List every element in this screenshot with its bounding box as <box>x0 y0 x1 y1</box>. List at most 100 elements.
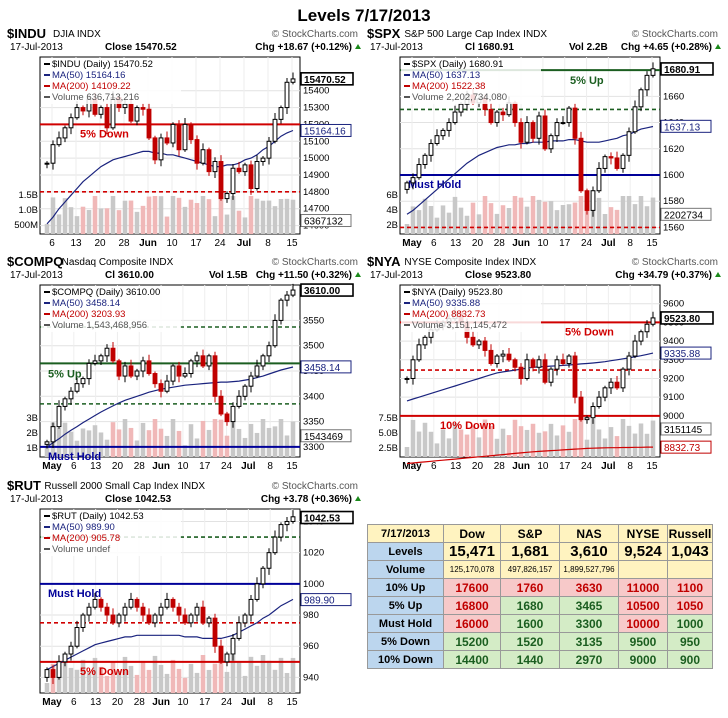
volume-bar <box>494 438 500 457</box>
candle-body <box>140 360 146 372</box>
chart-watermark: © StockCharts.com <box>632 29 718 40</box>
candle-body <box>182 614 188 624</box>
candle-body <box>224 653 230 663</box>
candle-body <box>290 78 296 83</box>
volume-bar <box>518 426 524 457</box>
volume-bar <box>74 440 80 457</box>
volume-bar <box>638 423 644 457</box>
candle-body <box>74 383 80 392</box>
candle-body <box>260 567 266 585</box>
volume-bar <box>578 196 584 234</box>
volume-bar <box>290 421 296 457</box>
candle-body <box>410 359 416 379</box>
table-cell: 3,610 <box>559 542 619 561</box>
price-tag-label: 989.90 <box>304 596 335 607</box>
volume-bar <box>602 214 608 234</box>
x-tick-label: 15 <box>646 238 658 249</box>
table-header-spx: S&P <box>500 524 560 543</box>
x-tick-label: 6 <box>71 697 77 708</box>
legend-entry: $RUT (Daily) 1042.53 <box>52 511 144 522</box>
volume-bar <box>482 196 488 234</box>
volume-bar <box>92 196 98 234</box>
chart-name: DJIA INDX <box>53 29 101 40</box>
candle-body <box>158 137 164 161</box>
table-cell: 125,170,078 <box>443 560 501 579</box>
volume-bar <box>206 669 212 693</box>
volume-bar <box>122 419 128 457</box>
page-title: Levels 7/17/2013 <box>297 6 431 25</box>
table-row-must-hold: Must Hold 16000 1600 3300 10000 1000 <box>367 614 713 633</box>
volume-bar <box>458 207 464 234</box>
volume-bar <box>470 202 476 234</box>
volume-bar <box>482 419 488 457</box>
candle-body <box>650 68 656 76</box>
volume-bar <box>56 214 62 234</box>
candle-body <box>578 396 584 421</box>
volume-bar <box>416 210 422 234</box>
volume-bar <box>218 196 224 234</box>
candle-body <box>440 129 446 137</box>
volume-bar <box>200 420 206 457</box>
volume-bar <box>62 658 68 693</box>
candle-body <box>188 614 194 624</box>
price-tag: 3151145 <box>660 422 712 436</box>
price-tag-box <box>300 360 352 374</box>
table-cell: 10000 <box>618 614 668 633</box>
volume-bar <box>452 196 458 234</box>
legend-entry: MA(50) 1637.13 <box>412 70 480 81</box>
x-tick-label: 15 <box>286 697 298 708</box>
table-cell: 9,524 <box>618 542 668 561</box>
volume-bar <box>56 667 62 693</box>
candle-body <box>200 606 206 624</box>
x-tick-label: 8 <box>265 238 271 249</box>
volume-bar <box>152 419 158 457</box>
chart-svg: $NYA NYSE Composite Index INDX © StockChar… <box>367 255 722 475</box>
candle-body <box>254 583 260 600</box>
x-tick-label: 15 <box>286 461 298 472</box>
volume-bar <box>584 204 590 234</box>
price-tag-label: 9335.88 <box>664 349 701 360</box>
legend-entry: $COMPQ (Daily) 3610.00 <box>52 287 160 298</box>
x-tick-label: Jul <box>237 238 252 249</box>
price-tag: 989.90 <box>300 593 352 607</box>
candle-body <box>644 323 650 333</box>
volume-bar <box>176 430 182 457</box>
table-header-russell: Russell <box>667 524 713 543</box>
volume-bar <box>158 196 164 234</box>
volume-bar <box>536 432 542 457</box>
volume-bar <box>86 210 92 234</box>
candle-body <box>176 606 182 616</box>
volume-bar <box>116 429 122 457</box>
volume-bar <box>434 217 440 234</box>
x-tick-label: 13 <box>450 461 462 472</box>
candle-body <box>212 161 218 173</box>
legend-background <box>41 510 181 556</box>
volume-bar <box>254 432 260 457</box>
row-label: 5% Down <box>367 632 444 651</box>
chart-svg: $RUT Russell 2000 Small Cap Index INDX © S… <box>7 479 362 711</box>
candle-body <box>284 520 290 526</box>
volume-bar <box>74 669 80 693</box>
candle-body <box>554 359 560 370</box>
volume-bar <box>620 419 626 457</box>
volume-tick-label: 2B <box>26 428 38 439</box>
y-tick-label: 15100 <box>303 136 329 147</box>
candle-body <box>188 360 194 375</box>
level-label: Must Hold <box>48 451 101 463</box>
price-tag-box <box>300 123 352 137</box>
level-label: 5% Down <box>80 666 129 678</box>
table-cell: 1520 <box>500 632 560 651</box>
x-tick-label: 6 <box>49 238 55 249</box>
candle-body <box>86 362 92 380</box>
candle-body <box>170 598 176 608</box>
volume-bar <box>98 666 104 693</box>
candle-body <box>530 122 536 139</box>
volume-bar <box>608 427 614 457</box>
table-cell: 10500 <box>618 596 668 615</box>
candle-body <box>50 669 56 678</box>
price-tag: 9523.80 <box>660 311 714 325</box>
candle-body <box>194 606 200 616</box>
volume-bar <box>284 672 290 693</box>
volume-bar <box>206 429 212 457</box>
volume-bar <box>98 432 104 457</box>
